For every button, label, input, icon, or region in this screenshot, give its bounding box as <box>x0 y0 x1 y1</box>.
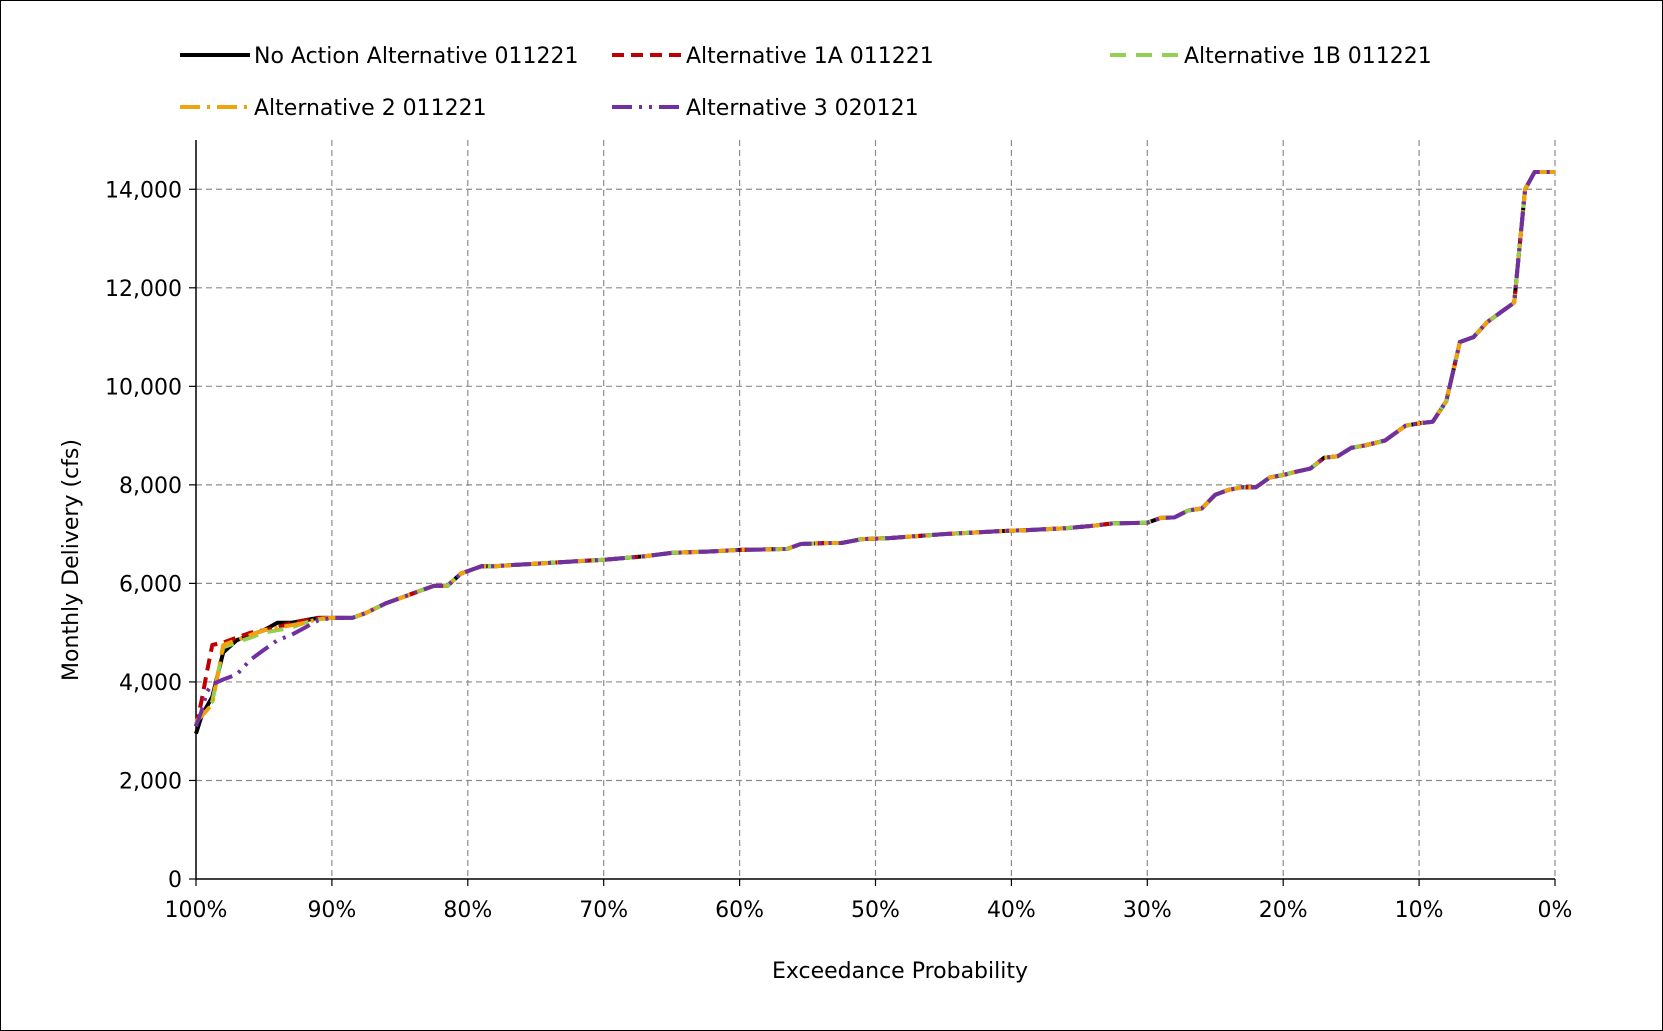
legend-label-5: Alternative 3 020121 <box>686 96 919 121</box>
x-tick-label: 80% <box>443 898 492 923</box>
x-tick-label: 70% <box>579 898 628 923</box>
y-tick-label: 12,000 <box>105 277 182 302</box>
y-tick-label: 0 <box>168 868 182 893</box>
x-axis-title: Exceedance Probability <box>772 959 1028 984</box>
axes <box>189 140 1556 886</box>
grid-lines <box>196 140 1556 879</box>
series-line-4 <box>194 170 1555 723</box>
x-tick-label: 100% <box>165 898 228 923</box>
x-tick-label: 40% <box>987 898 1036 923</box>
x-tick-label: 50% <box>851 898 900 923</box>
legend-label-2: Alternative 1A 011221 <box>686 44 934 69</box>
series-line-5 <box>194 170 1555 727</box>
y-tick-label: 14,000 <box>105 178 182 203</box>
series-lines <box>194 170 1555 735</box>
y-tick-labels: 0 2,000 4,000 6,000 8,000 10,000 12,000 14,000 <box>105 178 182 893</box>
y-tick-label: 4,000 <box>119 671 182 696</box>
legend-label-3: Alternative 1B 011221 <box>1184 44 1432 69</box>
y-tick-label: 8,000 <box>119 474 182 499</box>
x-tick-label: 20% <box>1259 898 1308 923</box>
y-tick-label: 6,000 <box>119 572 182 597</box>
legend-label-4: Alternative 2 011221 <box>254 96 487 121</box>
x-tick-label: 90% <box>307 898 356 923</box>
y-axis-title: Monthly Delivery (cfs) <box>59 439 84 681</box>
x-tick-labels: 100% 90% 80% 70% 60% 50% 40% 30% 20% 10% 0% <box>165 898 1573 923</box>
legend-label-1: No Action Alternative 011221 <box>254 44 578 69</box>
y-tick-label: 2,000 <box>119 769 182 794</box>
x-tick-label: 60% <box>715 898 764 923</box>
y-tick-label: 10,000 <box>105 375 182 400</box>
x-tick-label: 30% <box>1123 898 1172 923</box>
legend: No Action Alternative 011221 Alternative … <box>180 44 1432 121</box>
x-tick-label: 10% <box>1395 898 1444 923</box>
x-tick-label: 0% <box>1538 898 1573 923</box>
